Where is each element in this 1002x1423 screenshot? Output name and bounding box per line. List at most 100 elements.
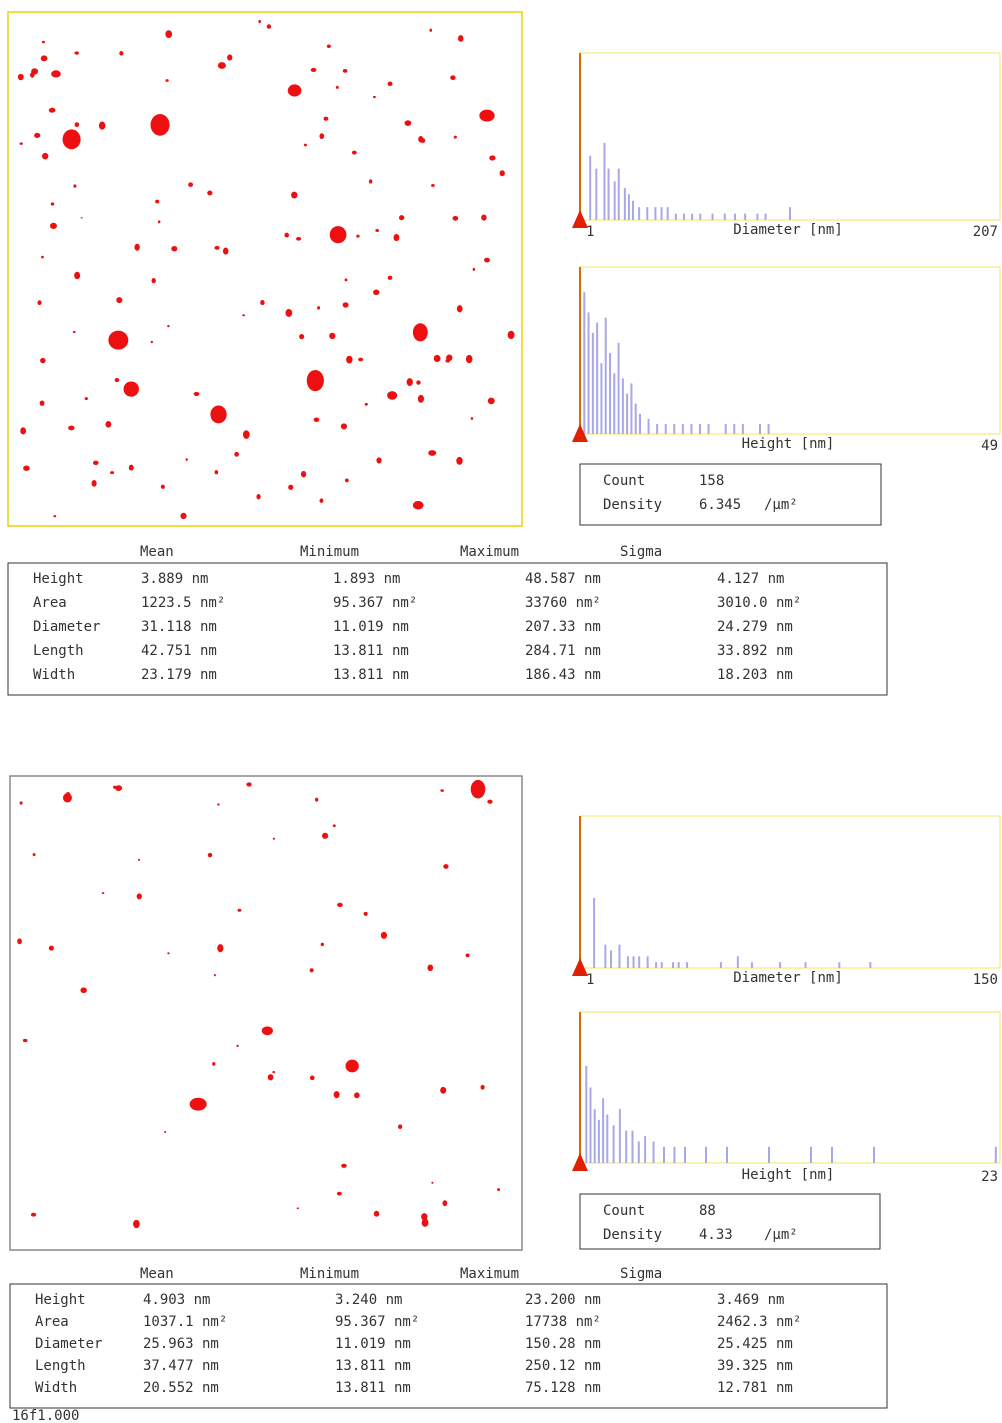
particle bbox=[164, 1131, 167, 1134]
particle bbox=[165, 79, 169, 82]
stat-value: 284.71 nm bbox=[525, 643, 601, 659]
particle bbox=[105, 421, 112, 428]
particle bbox=[431, 1181, 434, 1184]
particle bbox=[363, 911, 368, 916]
column-header: Mean bbox=[140, 544, 174, 560]
column-header: Maximum bbox=[460, 1266, 519, 1282]
density-unit: /µm² bbox=[764, 497, 798, 513]
stat-value: 37.477 nm bbox=[143, 1358, 219, 1374]
axis-max-label: 207 bbox=[973, 224, 998, 240]
stat-value: 1037.1 nm² bbox=[143, 1314, 227, 1330]
particle bbox=[40, 357, 46, 364]
histogram-frame bbox=[579, 815, 1001, 969]
particle bbox=[236, 1044, 239, 1048]
particle bbox=[440, 789, 444, 792]
particle bbox=[207, 852, 213, 858]
particle bbox=[406, 378, 413, 387]
particle bbox=[272, 837, 276, 840]
histogram-frame bbox=[579, 266, 1001, 435]
stat-value: 4.127 nm bbox=[717, 571, 784, 587]
particle bbox=[39, 400, 45, 406]
particle bbox=[487, 799, 493, 804]
particle bbox=[134, 243, 140, 251]
summary-box bbox=[579, 463, 882, 526]
stat-value: 33.892 nm bbox=[717, 643, 793, 659]
particle bbox=[217, 803, 220, 806]
column-header: Mean bbox=[140, 1266, 174, 1282]
stat-value: 13.811 nm bbox=[335, 1358, 411, 1374]
particle bbox=[354, 1092, 360, 1099]
particle bbox=[288, 484, 294, 490]
stat-value: 12.781 nm bbox=[717, 1380, 793, 1396]
particle bbox=[319, 498, 324, 503]
particle-image bbox=[9, 775, 523, 1251]
particle bbox=[222, 247, 229, 255]
particle bbox=[497, 1188, 501, 1192]
particle bbox=[380, 931, 388, 939]
summary-box bbox=[579, 1193, 881, 1250]
count-label: Count bbox=[603, 1203, 645, 1219]
particle bbox=[73, 184, 77, 188]
particle bbox=[212, 1061, 216, 1066]
particle bbox=[115, 785, 123, 791]
density: 4.33 bbox=[699, 1227, 733, 1243]
particle bbox=[342, 68, 348, 73]
axis-max-label: 150 bbox=[973, 972, 998, 988]
particle bbox=[346, 355, 353, 364]
stat-value: 4.903 nm bbox=[143, 1292, 210, 1308]
particle bbox=[398, 215, 405, 221]
particle bbox=[155, 199, 160, 204]
particle bbox=[445, 359, 450, 363]
particle bbox=[323, 116, 329, 121]
particle bbox=[48, 107, 56, 113]
particle bbox=[368, 179, 373, 184]
row-label: Area bbox=[35, 1314, 69, 1330]
stat-value: 13.811 nm bbox=[333, 643, 409, 659]
particle bbox=[499, 170, 505, 177]
row-label: Area bbox=[33, 595, 67, 611]
particle bbox=[150, 340, 154, 344]
particle bbox=[41, 152, 49, 160]
particle bbox=[412, 500, 424, 510]
column-header: Sigma bbox=[620, 1266, 662, 1282]
particle bbox=[472, 267, 476, 271]
particle bbox=[507, 330, 515, 340]
particle bbox=[62, 129, 81, 150]
particle bbox=[19, 142, 23, 145]
density-unit: /µm² bbox=[764, 1227, 798, 1243]
particle bbox=[453, 135, 457, 139]
column-header: Minimum bbox=[300, 1266, 359, 1282]
particle bbox=[17, 938, 22, 945]
particle bbox=[150, 114, 170, 136]
particle bbox=[300, 470, 307, 478]
particle bbox=[53, 514, 57, 518]
stat-value: 25.963 nm bbox=[143, 1336, 219, 1352]
particle bbox=[358, 357, 364, 362]
stat-value: 11.019 nm bbox=[333, 619, 409, 635]
particle bbox=[165, 30, 173, 38]
particle bbox=[421, 1213, 428, 1221]
particle bbox=[326, 44, 331, 48]
particle bbox=[260, 300, 265, 306]
particle bbox=[258, 19, 261, 24]
particle bbox=[41, 255, 44, 259]
stat-value: 11.019 nm bbox=[335, 1336, 411, 1352]
stat-value: 1.893 nm bbox=[333, 571, 400, 587]
stat-value: 2462.3 nm² bbox=[717, 1314, 801, 1330]
particle bbox=[123, 381, 139, 397]
column-header: Minimum bbox=[300, 544, 359, 560]
stat-value: 18.203 nm bbox=[717, 667, 793, 683]
particle bbox=[479, 109, 495, 122]
axis-max-label: 49 bbox=[981, 438, 998, 454]
row-label: Diameter bbox=[33, 619, 100, 635]
particle bbox=[217, 944, 224, 953]
particle bbox=[17, 73, 24, 81]
particle bbox=[22, 1038, 28, 1043]
row-label: Width bbox=[33, 667, 75, 683]
stat-value: 20.552 nm bbox=[143, 1380, 219, 1396]
particle bbox=[50, 202, 55, 206]
particle bbox=[342, 302, 349, 308]
particle bbox=[431, 184, 435, 187]
particle bbox=[344, 278, 348, 282]
stat-value: 3010.0 nm² bbox=[717, 595, 801, 611]
